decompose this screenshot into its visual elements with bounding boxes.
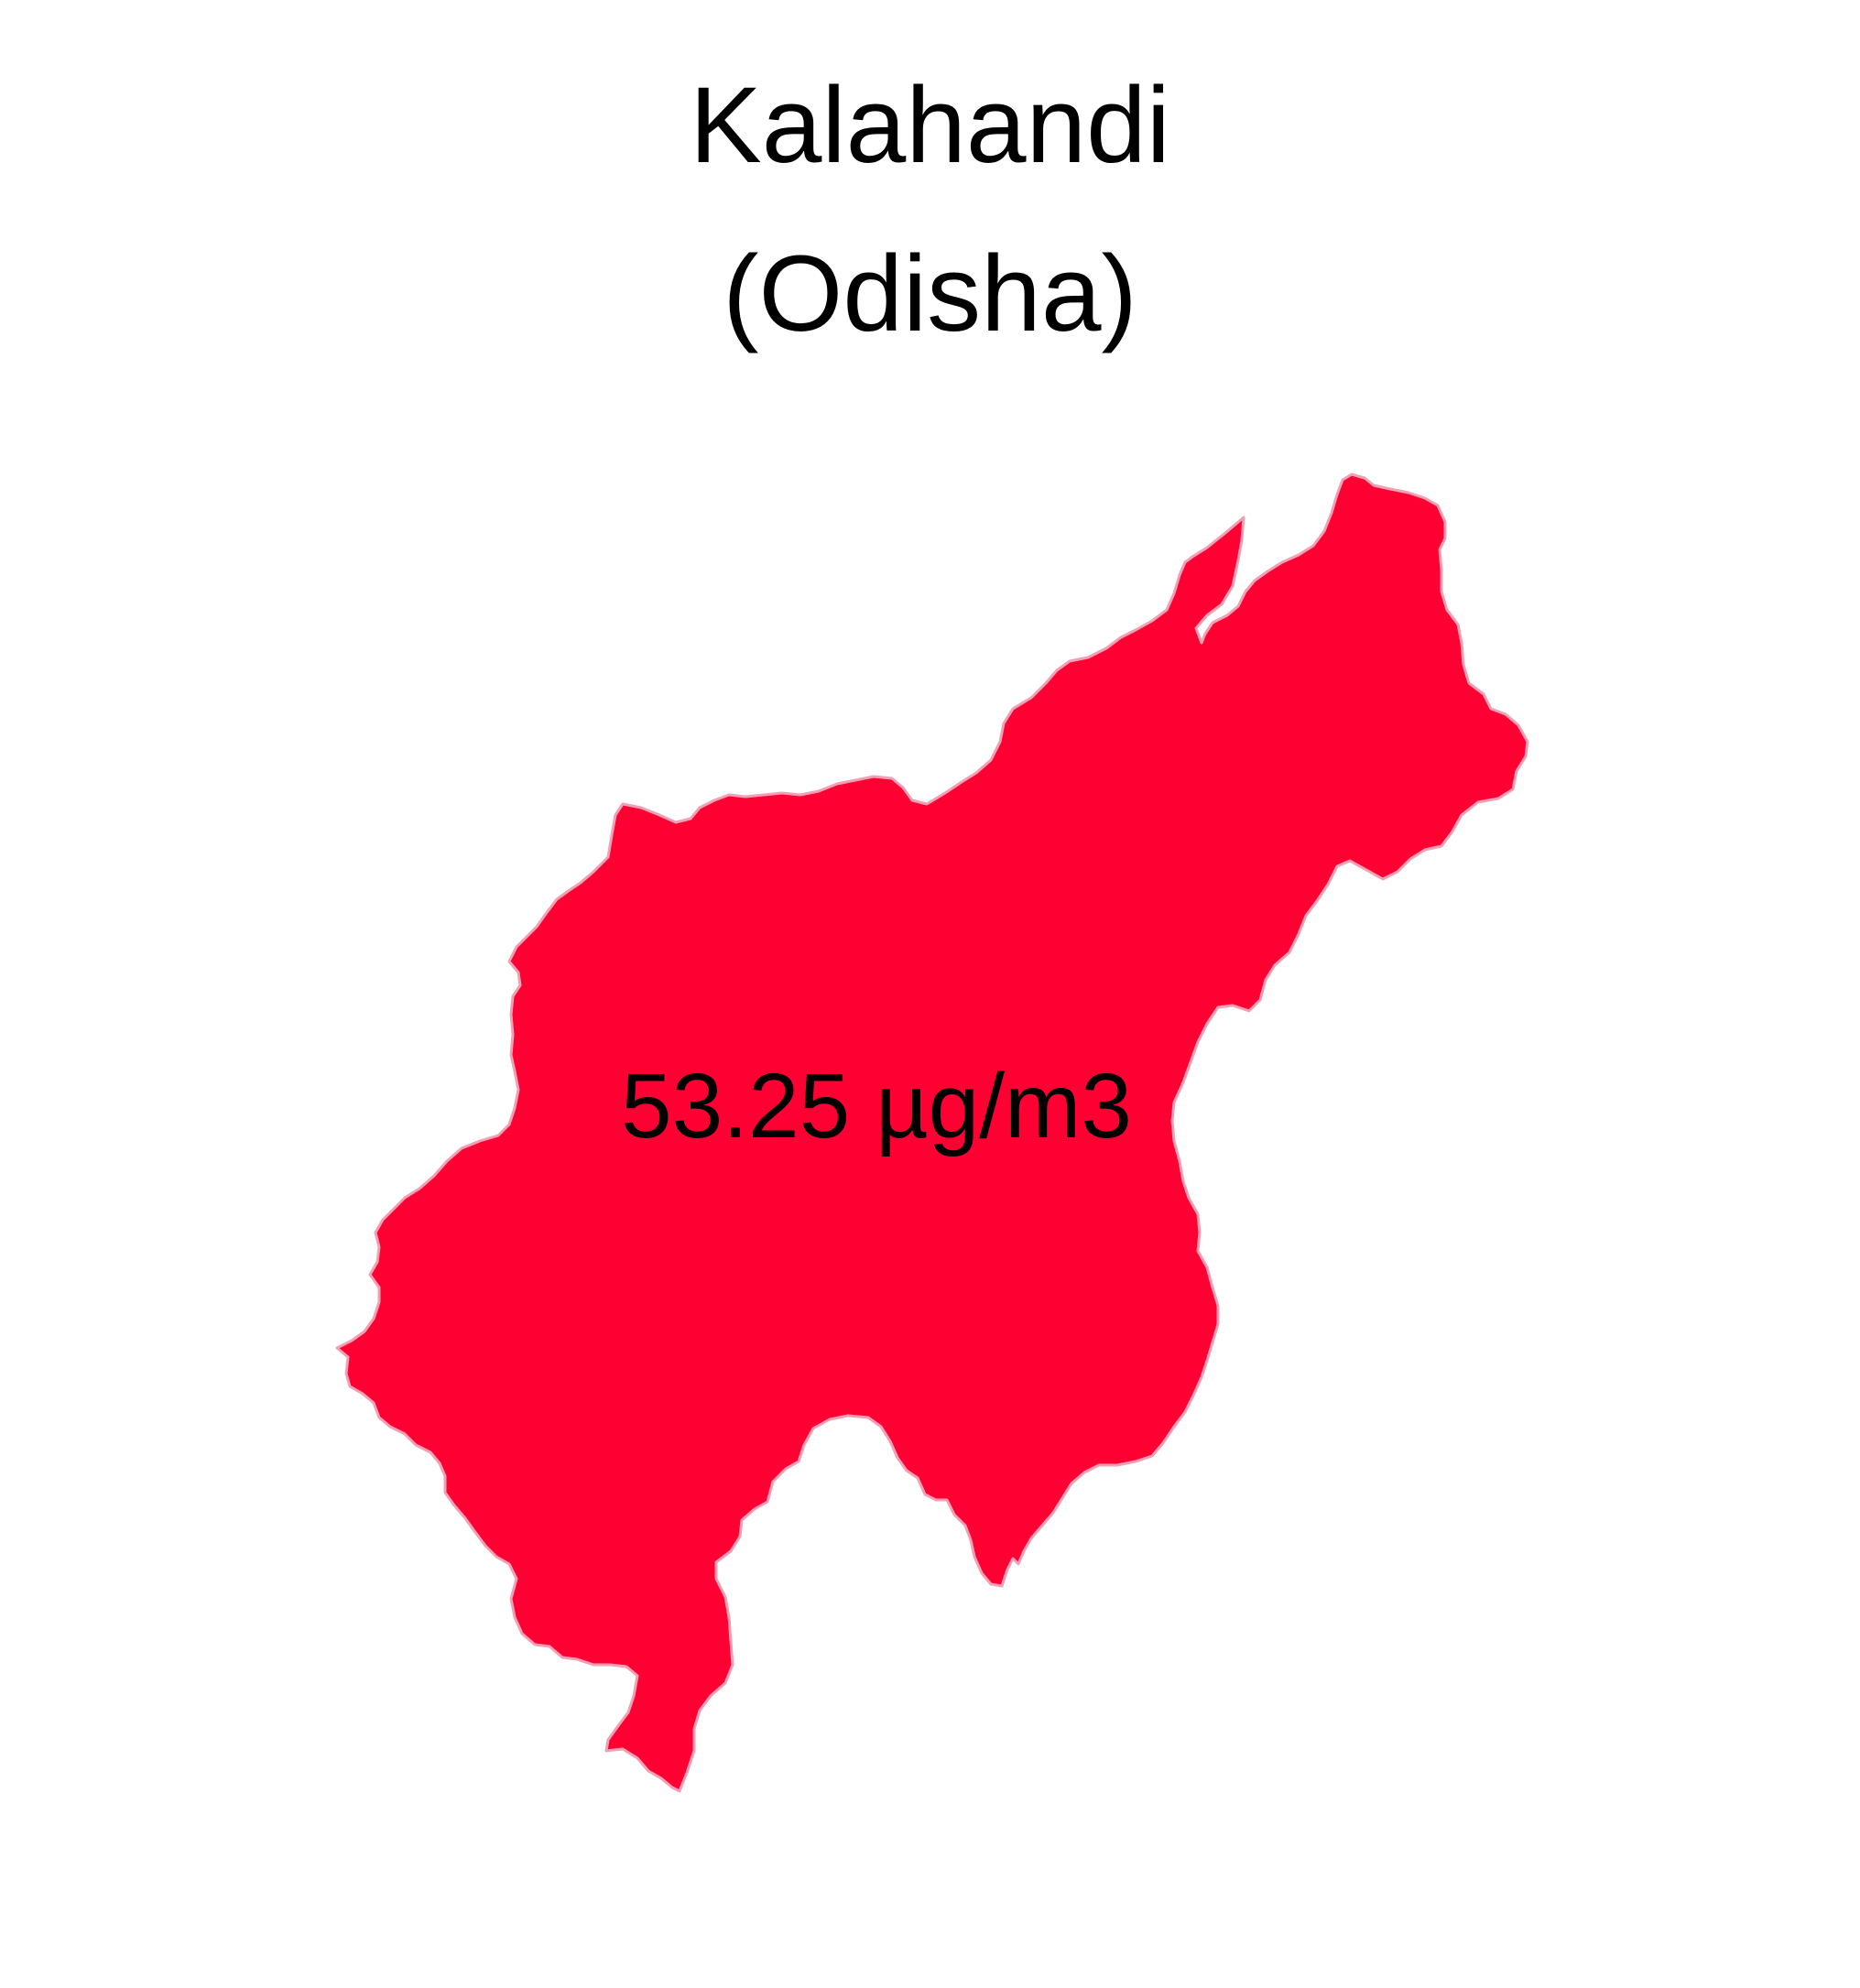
map-title-state: (Odisha): [723, 234, 1137, 354]
region-value-label: 53.25 µg/m3: [621, 1055, 1132, 1157]
map-title-district: Kalahandi: [690, 65, 1170, 186]
district-region-kalahandi: [335, 473, 1529, 1793]
